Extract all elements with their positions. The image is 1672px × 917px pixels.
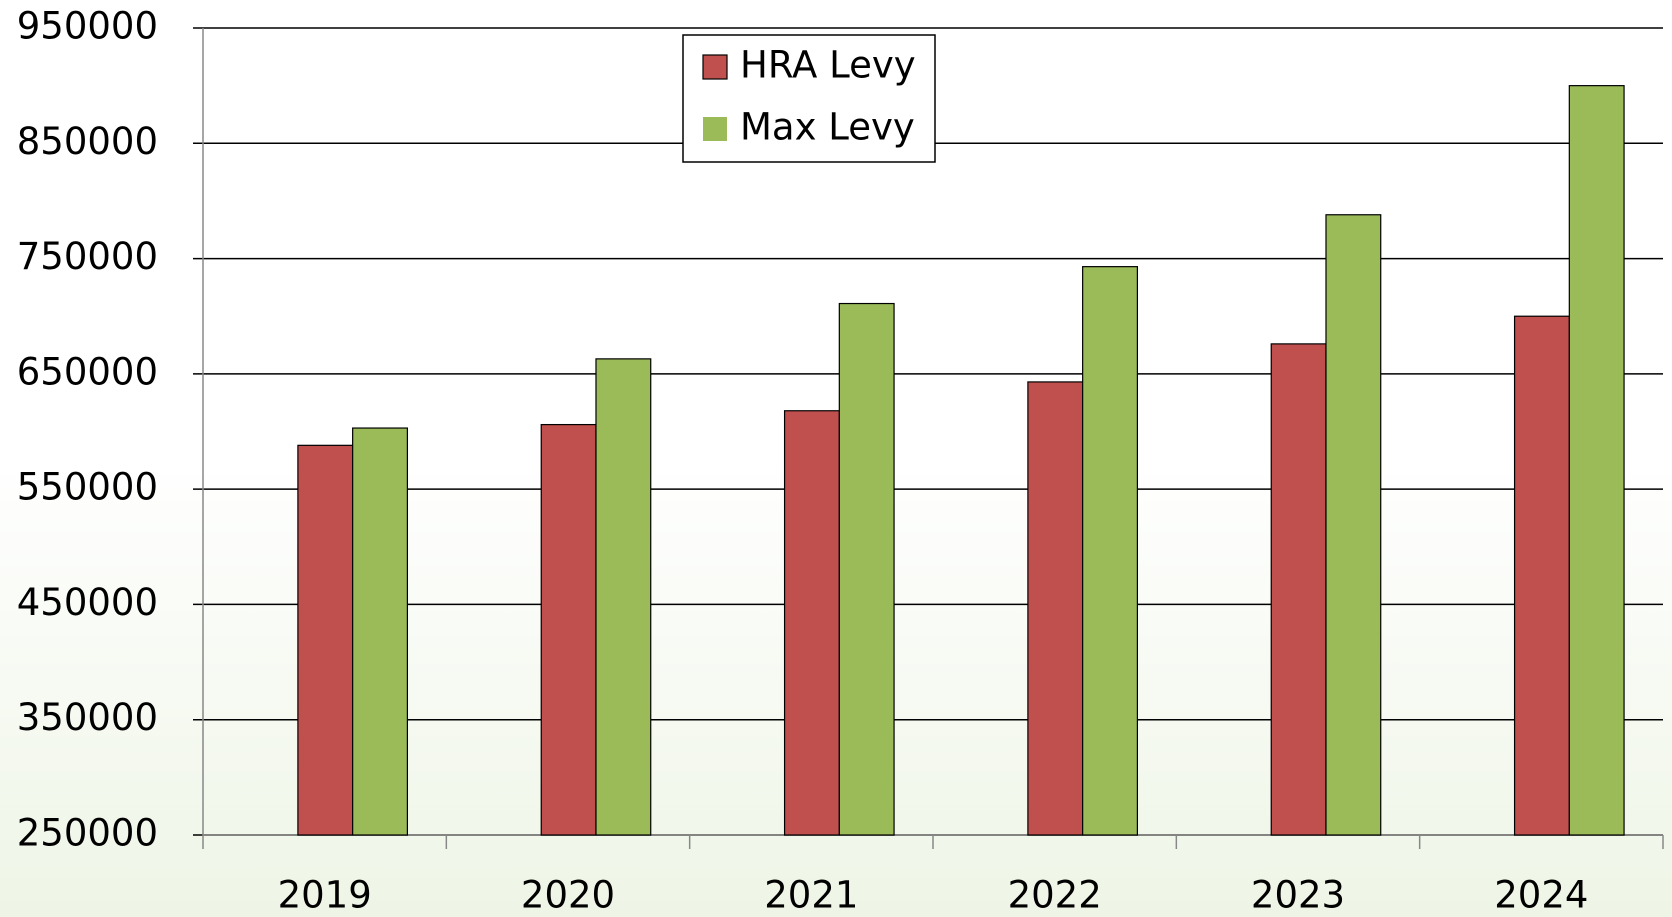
bar (298, 445, 353, 835)
bar (353, 428, 408, 835)
legend-swatch (703, 117, 727, 141)
bar (1515, 316, 1570, 835)
bar (785, 411, 840, 835)
bar (1271, 344, 1326, 835)
bar (839, 304, 894, 835)
page: {"chart_data": {"type": "bar", "categori… (0, 0, 1672, 917)
y-tick-label: 750000 (17, 235, 158, 278)
bar (1083, 267, 1138, 835)
bar (1028, 382, 1083, 835)
y-tick-label: 450000 (17, 581, 158, 624)
bar (541, 425, 596, 835)
chart: 250000 350000 450000 550000 650000 750000 8500… (0, 0, 1672, 917)
y-tick-label: 850000 (17, 120, 158, 163)
bar (1326, 215, 1381, 835)
bar (1569, 86, 1624, 835)
y-tick-label: 250000 (17, 812, 158, 855)
y-tick-label: 350000 (17, 696, 158, 739)
x-tick-label: 2020 (521, 874, 615, 917)
x-tick-label: 2019 (278, 874, 372, 917)
x-tick-label: 2022 (1008, 874, 1102, 917)
legend-swatch (703, 55, 727, 79)
y-tick-label: 650000 (17, 350, 158, 393)
x-tick-label: 2023 (1251, 874, 1345, 917)
y-tick-label: 550000 (17, 466, 158, 509)
legend-label: Max Levy (740, 106, 915, 149)
bar (596, 359, 651, 835)
legend-label: HRA Levy (740, 44, 916, 87)
x-tick-label: 2024 (1494, 874, 1588, 917)
x-tick-label: 2021 (764, 874, 858, 917)
y-tick-label: 950000 (17, 5, 158, 48)
